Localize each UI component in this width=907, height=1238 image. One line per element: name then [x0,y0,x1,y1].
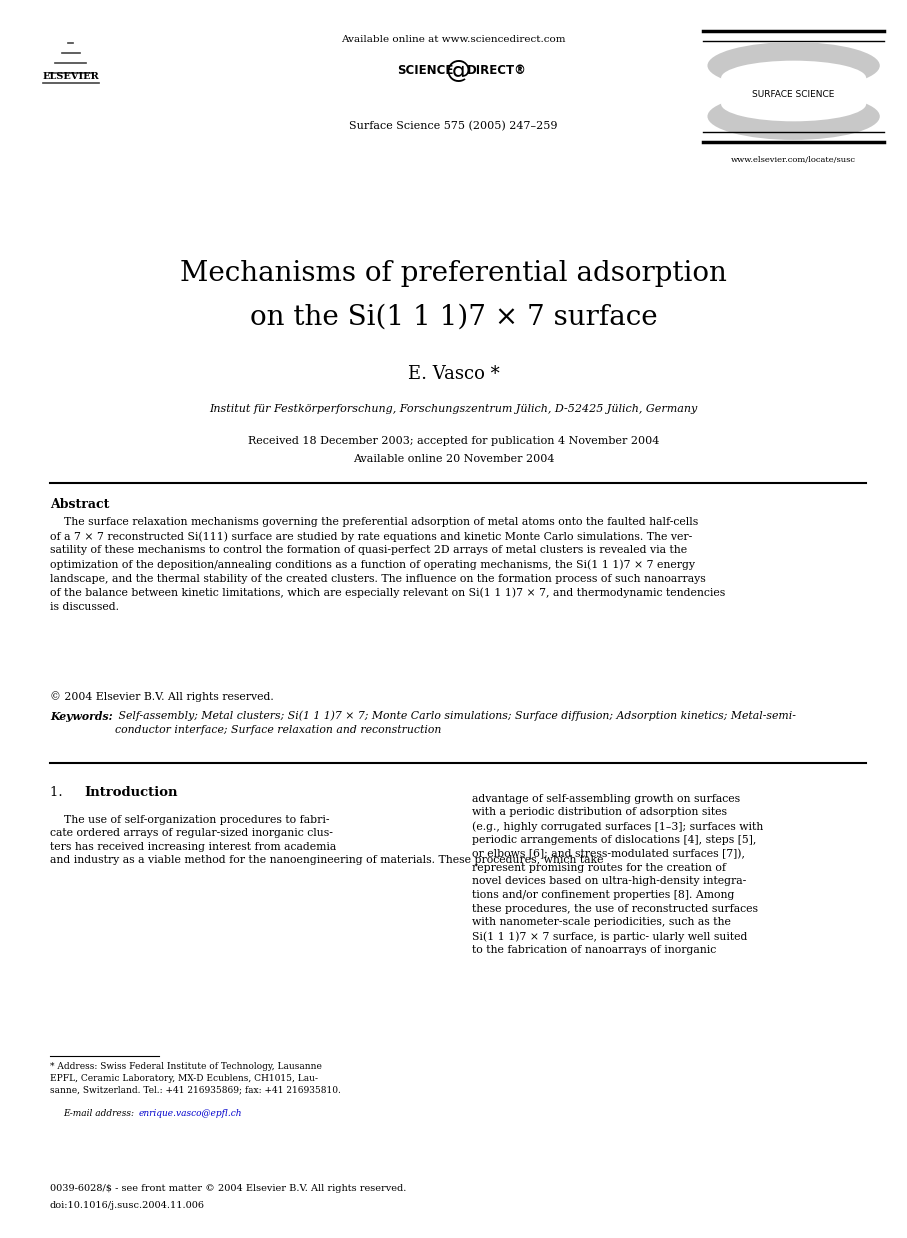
Text: SURFACE SCIENCE: SURFACE SCIENCE [753,90,834,99]
Text: Abstract: Abstract [50,498,109,511]
Text: SCIENCE: SCIENCE [397,64,454,78]
Text: * Address: Swiss Federal Institute of Technology, Lausanne
EPFL, Ceramic Laborat: * Address: Swiss Federal Institute of Te… [50,1062,341,1094]
Text: @: @ [445,59,471,83]
Text: E. Vasco *: E. Vasco * [407,365,500,384]
Text: Keywords:: Keywords: [50,711,112,722]
Text: 1.: 1. [50,786,71,800]
Text: Surface Science 575 (2005) 247–259: Surface Science 575 (2005) 247–259 [349,121,558,131]
Ellipse shape [721,61,866,95]
Text: Self-assembly; Metal clusters; Si(1 1 1)7 × 7; Monte Carlo simulations; Surface : Self-assembly; Metal clusters; Si(1 1 1)… [115,711,796,735]
Text: The surface relaxation mechanisms governing the preferential adsorption of metal: The surface relaxation mechanisms govern… [50,517,725,612]
Ellipse shape [707,42,880,89]
Text: Introduction: Introduction [84,786,178,800]
Text: DIRECT®: DIRECT® [467,64,527,78]
Text: Institut für Festkörperforschung, Forschungszentrum Jülich, D-52425 Jülich, Germ: Institut für Festkörperforschung, Forsch… [210,404,697,413]
Text: advantage of self-assembling growth on surfaces
with a periodic distribution of : advantage of self-assembling growth on s… [472,794,763,956]
Text: © 2004 Elsevier B.V. All rights reserved.: © 2004 Elsevier B.V. All rights reserved… [50,691,274,702]
Text: doi:10.1016/j.susc.2004.11.006: doi:10.1016/j.susc.2004.11.006 [50,1201,205,1210]
Ellipse shape [707,93,880,140]
Text: 0039-6028/$ - see front matter © 2004 Elsevier B.V. All rights reserved.: 0039-6028/$ - see front matter © 2004 El… [50,1184,406,1192]
Ellipse shape [721,87,866,121]
Text: on the Si(1 1 1)7 × 7 surface: on the Si(1 1 1)7 × 7 surface [249,303,658,331]
Text: The use of self-organization procedures to fabri-
cate ordered arrays of regular: The use of self-organization procedures … [50,815,603,865]
Text: ELSEVIER: ELSEVIER [43,72,99,80]
Text: Mechanisms of preferential adsorption: Mechanisms of preferential adsorption [180,260,727,287]
Text: www.elsevier.com/locate/susc: www.elsevier.com/locate/susc [731,156,856,163]
Text: Received 18 December 2003; accepted for publication 4 November 2004: Received 18 December 2003; accepted for … [248,436,659,446]
Text: enrique.vasco@epfl.ch: enrique.vasco@epfl.ch [139,1109,242,1118]
Text: Available online at www.sciencedirect.com: Available online at www.sciencedirect.co… [341,35,566,43]
Text: E-mail address:: E-mail address: [63,1109,134,1118]
Text: Available online 20 November 2004: Available online 20 November 2004 [353,454,554,464]
